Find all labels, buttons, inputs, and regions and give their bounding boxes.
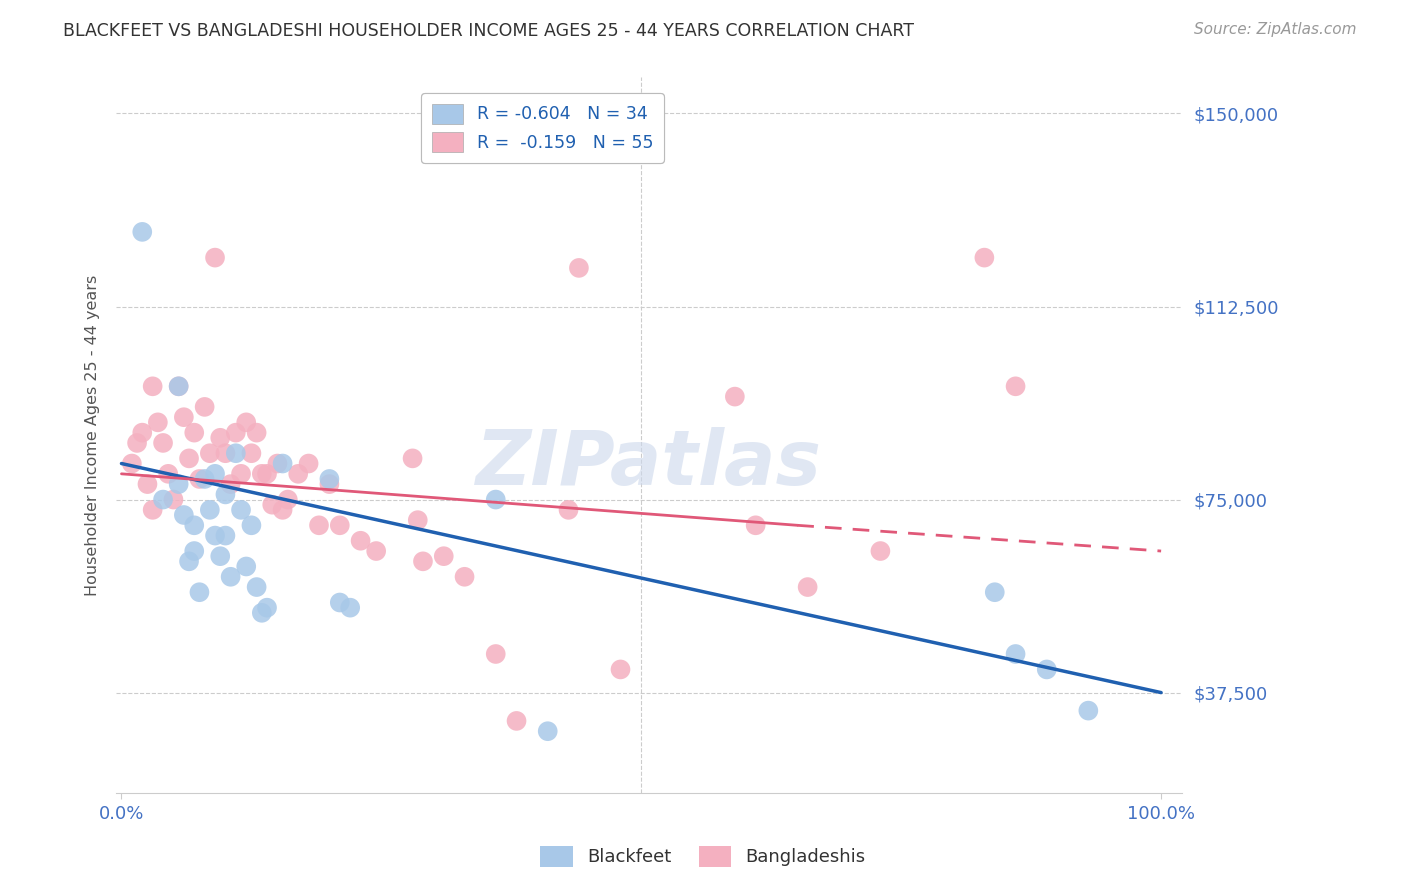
Point bbox=[188, 472, 211, 486]
Point bbox=[485, 647, 508, 661]
Point bbox=[219, 477, 242, 491]
Point bbox=[505, 714, 527, 728]
Point bbox=[225, 425, 247, 440]
Point bbox=[131, 225, 153, 239]
Point bbox=[121, 457, 143, 471]
Point bbox=[318, 472, 340, 486]
Point bbox=[183, 425, 205, 440]
Point bbox=[194, 400, 217, 414]
Point bbox=[406, 513, 429, 527]
Text: ZIPatlas: ZIPatlas bbox=[477, 427, 823, 500]
Point bbox=[256, 600, 278, 615]
Point bbox=[609, 662, 631, 676]
Point bbox=[198, 446, 221, 460]
Point bbox=[256, 467, 278, 481]
Point bbox=[250, 606, 273, 620]
Point bbox=[131, 425, 153, 440]
Point bbox=[198, 503, 221, 517]
Point bbox=[152, 436, 174, 450]
Point bbox=[225, 446, 247, 460]
Point bbox=[146, 415, 169, 429]
Text: Source: ZipAtlas.com: Source: ZipAtlas.com bbox=[1194, 22, 1357, 37]
Point bbox=[142, 503, 165, 517]
Point bbox=[204, 528, 226, 542]
Point bbox=[557, 503, 579, 517]
Point bbox=[157, 467, 180, 481]
Point bbox=[266, 457, 288, 471]
Point bbox=[568, 260, 591, 275]
Point bbox=[240, 518, 263, 533]
Point bbox=[167, 477, 190, 491]
Point bbox=[162, 492, 184, 507]
Point bbox=[136, 477, 159, 491]
Point bbox=[1077, 704, 1099, 718]
Point bbox=[214, 528, 236, 542]
Point bbox=[744, 518, 766, 533]
Point bbox=[287, 467, 309, 481]
Text: BLACKFEET VS BANGLADESHI HOUSEHOLDER INCOME AGES 25 - 44 YEARS CORRELATION CHART: BLACKFEET VS BANGLADESHI HOUSEHOLDER INC… bbox=[63, 22, 914, 40]
Point bbox=[318, 477, 340, 491]
Point bbox=[869, 544, 891, 558]
Point bbox=[724, 390, 747, 404]
Point bbox=[214, 487, 236, 501]
Point bbox=[453, 570, 475, 584]
Point bbox=[235, 415, 257, 429]
Point bbox=[271, 457, 294, 471]
Point bbox=[412, 554, 434, 568]
Point bbox=[183, 518, 205, 533]
Point bbox=[271, 503, 294, 517]
Point bbox=[173, 508, 195, 522]
Point bbox=[349, 533, 371, 548]
Point bbox=[173, 410, 195, 425]
Point bbox=[183, 544, 205, 558]
Point bbox=[246, 580, 269, 594]
Point bbox=[297, 457, 319, 471]
Point bbox=[229, 467, 252, 481]
Point bbox=[973, 251, 995, 265]
Point bbox=[214, 446, 236, 460]
Point bbox=[240, 446, 263, 460]
Point bbox=[235, 559, 257, 574]
Legend: R = -0.604   N = 34, R =  -0.159   N = 55: R = -0.604 N = 34, R = -0.159 N = 55 bbox=[422, 94, 664, 163]
Point bbox=[401, 451, 423, 466]
Point bbox=[246, 425, 269, 440]
Point bbox=[152, 492, 174, 507]
Point bbox=[209, 431, 232, 445]
Point bbox=[219, 570, 242, 584]
Point bbox=[188, 585, 211, 599]
Point bbox=[167, 379, 190, 393]
Point bbox=[485, 492, 508, 507]
Point bbox=[366, 544, 388, 558]
Point bbox=[167, 379, 190, 393]
Legend: Blackfeet, Bangladeshis: Blackfeet, Bangladeshis bbox=[533, 838, 873, 874]
Point bbox=[329, 518, 352, 533]
Point bbox=[339, 600, 361, 615]
Point bbox=[229, 503, 252, 517]
Point bbox=[177, 554, 200, 568]
Point bbox=[142, 379, 165, 393]
Point bbox=[194, 472, 217, 486]
Point bbox=[1004, 379, 1026, 393]
Point bbox=[209, 549, 232, 564]
Point bbox=[1035, 662, 1057, 676]
Point bbox=[204, 251, 226, 265]
Point bbox=[125, 436, 148, 450]
Point bbox=[204, 467, 226, 481]
Point bbox=[177, 451, 200, 466]
Point bbox=[433, 549, 456, 564]
Point bbox=[262, 498, 284, 512]
Point bbox=[277, 492, 299, 507]
Point bbox=[984, 585, 1007, 599]
Point bbox=[796, 580, 818, 594]
Y-axis label: Householder Income Ages 25 - 44 years: Householder Income Ages 25 - 44 years bbox=[86, 275, 100, 596]
Point bbox=[1004, 647, 1026, 661]
Point bbox=[537, 724, 560, 739]
Point bbox=[308, 518, 330, 533]
Point bbox=[329, 595, 352, 609]
Point bbox=[250, 467, 273, 481]
